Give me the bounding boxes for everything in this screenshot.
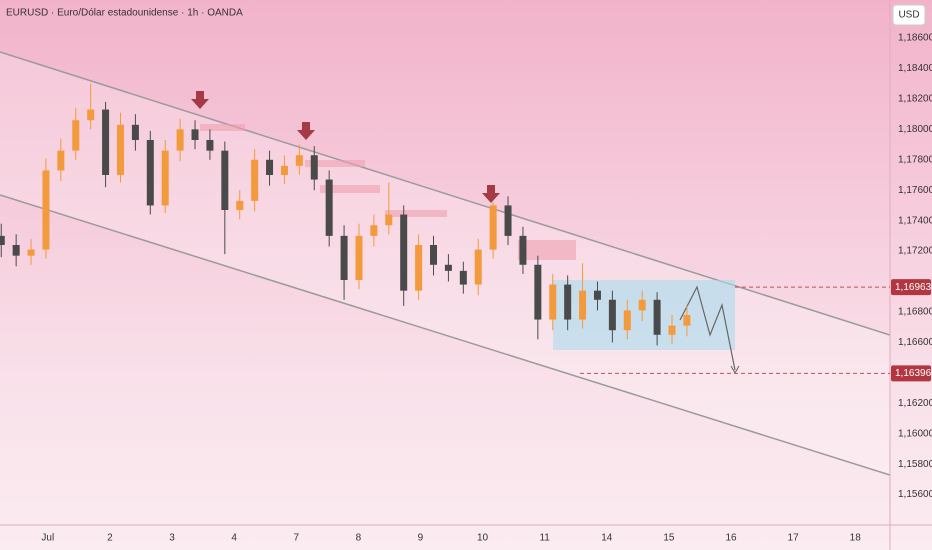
currency-button[interactable] bbox=[892, 4, 926, 26]
candle-body bbox=[355, 235, 363, 280]
candle-body bbox=[608, 299, 616, 331]
price-label-box bbox=[891, 279, 931, 296]
candle-body bbox=[534, 264, 542, 320]
candle-body bbox=[504, 205, 512, 236]
candle-body bbox=[102, 109, 110, 175]
projection bbox=[679, 285, 736, 371]
candle-body bbox=[146, 140, 154, 206]
candle-body bbox=[310, 155, 318, 180]
candle-body bbox=[206, 140, 214, 151]
y-tick-label: 1,18000 bbox=[898, 124, 932, 135]
candle-body bbox=[340, 235, 348, 280]
x-tick-label: 7 bbox=[293, 533, 299, 544]
x-tick-label: 14 bbox=[601, 533, 613, 544]
currency[interactable]: USD bbox=[898, 10, 919, 21]
candle-body bbox=[72, 120, 80, 151]
y-tick-label: 1,16000 bbox=[898, 428, 932, 439]
y-tick-label: 1,17600 bbox=[898, 185, 932, 196]
candle-body bbox=[236, 200, 244, 210]
candle-body bbox=[549, 284, 557, 320]
x-tick-label: 16 bbox=[725, 533, 737, 544]
candle-body bbox=[191, 129, 199, 140]
candle-body bbox=[251, 159, 259, 201]
x-tick-label: 18 bbox=[850, 533, 862, 544]
zone bbox=[200, 124, 245, 131]
chart-title: EURUSD · Euro/Dólar estadounidense · 1h … bbox=[6, 8, 243, 19]
candle-body bbox=[295, 155, 303, 166]
y-tick-label: 1,16200 bbox=[898, 398, 932, 409]
zone bbox=[385, 210, 447, 217]
candle-body bbox=[266, 159, 274, 175]
candle-body bbox=[430, 245, 438, 265]
candle-body bbox=[579, 290, 587, 320]
candle-body bbox=[459, 270, 467, 285]
price-label-box bbox=[891, 365, 931, 382]
candle-body bbox=[415, 245, 423, 291]
x-tick-label: 4 bbox=[231, 533, 237, 544]
zone bbox=[305, 160, 365, 167]
x-tick-label: Jul bbox=[41, 533, 54, 544]
channel-lower bbox=[0, 194, 891, 476]
channel-fill bbox=[0, 52, 890, 475]
y-tick-label: 1,17200 bbox=[898, 246, 932, 257]
candle-body bbox=[176, 129, 184, 151]
candle-body bbox=[400, 214, 408, 291]
zone bbox=[320, 185, 380, 193]
candle-body bbox=[668, 325, 676, 335]
x-tick-label: 17 bbox=[788, 533, 800, 544]
price-label: 1,16396 bbox=[895, 368, 932, 379]
candle-body bbox=[519, 235, 527, 265]
price-label: 1,16963 bbox=[895, 282, 932, 293]
candle-body bbox=[653, 299, 661, 335]
y-tick-label: 1,15600 bbox=[898, 489, 932, 500]
y-tick-label: 1,18600 bbox=[898, 33, 932, 44]
candle-body bbox=[564, 284, 572, 320]
zone bbox=[518, 240, 576, 260]
candle-body bbox=[385, 214, 393, 226]
candle-body bbox=[131, 124, 139, 140]
y-tick-label: 1,18200 bbox=[898, 94, 932, 105]
candle-body bbox=[593, 290, 601, 300]
candle-body bbox=[683, 315, 691, 326]
y-tick-label: 1,15800 bbox=[898, 459, 932, 470]
y-tick-label: 1,17400 bbox=[898, 215, 932, 226]
candle-body bbox=[623, 310, 631, 331]
candle-body bbox=[116, 124, 124, 175]
candle-body bbox=[12, 245, 20, 256]
x-tick-label: 9 bbox=[418, 533, 424, 544]
candle-body bbox=[444, 264, 452, 271]
x-tick-label: 10 bbox=[477, 533, 489, 544]
candle-body bbox=[42, 170, 50, 250]
candle-body bbox=[161, 150, 169, 206]
x-tick-label: 8 bbox=[356, 533, 362, 544]
candle-body bbox=[325, 179, 333, 236]
candle-body bbox=[370, 225, 378, 236]
arrows bbox=[191, 91, 500, 203]
candle-body bbox=[57, 150, 65, 171]
y-tick-label: 1,18400 bbox=[898, 63, 932, 74]
candle-body bbox=[0, 235, 5, 245]
candle-body bbox=[280, 165, 288, 175]
channel-upper bbox=[0, 51, 891, 336]
y-tick-label: 1,16600 bbox=[898, 337, 932, 348]
y-tick-label: 1,16800 bbox=[898, 307, 932, 318]
candle-body bbox=[474, 249, 482, 285]
x-tick-label: 15 bbox=[663, 533, 675, 544]
y-tick-label: 1,17800 bbox=[898, 154, 932, 165]
x-tick-label: 11 bbox=[539, 533, 550, 544]
candle-body bbox=[221, 150, 229, 210]
candle-body bbox=[489, 205, 497, 250]
candle-body bbox=[638, 299, 646, 311]
candle-body bbox=[27, 249, 35, 256]
x-tick-label: 3 bbox=[169, 533, 175, 544]
candle-body bbox=[87, 109, 95, 121]
x-tick-label: 2 bbox=[107, 533, 113, 544]
